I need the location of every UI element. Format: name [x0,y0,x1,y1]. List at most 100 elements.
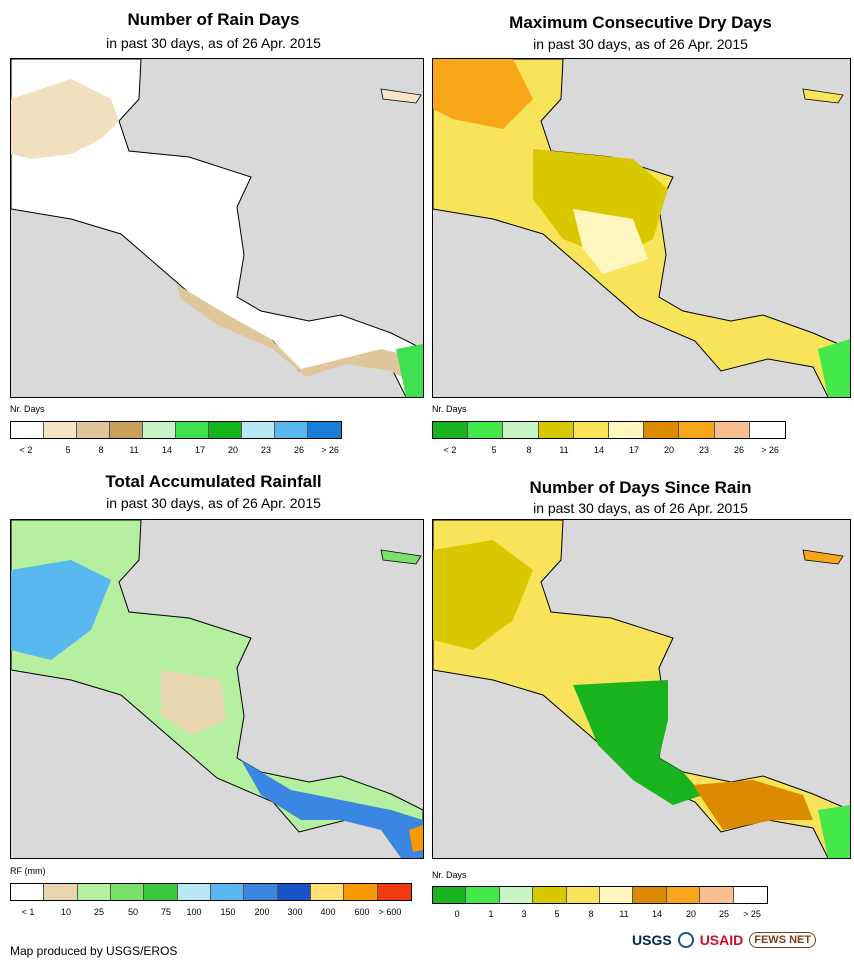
green-patch [818,805,850,858]
legend-tick-label: 100 [186,907,202,917]
legend-tick-label: 14 [593,445,605,455]
legend-tick-label: 11 [129,445,139,455]
legend-title: Nr. Days [10,404,45,414]
orange-patch [409,825,423,852]
legend-tick-label: 5 [65,445,71,455]
legend-swatch [110,422,143,438]
legend-swatch [503,422,539,438]
legend-swatch [433,422,469,438]
island [802,88,844,104]
landmass-blue-south [241,760,423,858]
legend-title: Nr. Days [432,404,467,414]
panel-subtitle: in past 30 days, as of 26 Apr. 2015 [533,500,748,516]
legend-swatch [242,422,275,438]
legend-tick-label: 5 [491,445,497,455]
legend-ticks: 0 1 3 5 8 11 14 20 25 > 25 [432,909,766,921]
legend-tick-label: < 2 [443,445,457,455]
legend-ticks: < 2 5 8 11 14 17 20 23 26 > 26 [10,445,340,457]
legend-swatch [344,884,378,900]
legend-swatch [633,887,667,903]
green-patch [818,339,850,397]
panel-subtitle: in past 30 days, as of 26 Apr. 2015 [106,495,321,511]
legend-tick-label: 23 [698,445,710,455]
island [380,88,422,104]
legend-tick-label: 26 [293,445,305,455]
legend-tick-label: 50 [127,907,139,917]
legend-tick-label: 0 [454,909,460,919]
legend-title: Nr. Days [432,870,467,880]
landmass-olive [433,540,533,650]
legend-swatch [566,887,600,903]
legend-title: RF (mm) [10,866,46,876]
legend-tick-label: 8 [98,445,104,455]
legend-swatch [608,422,645,438]
legend-tick-label: 20 [685,909,697,919]
panel-subtitle: in past 30 days, as of 26 Apr. 2015 [533,36,748,52]
legend-swatch [679,422,715,438]
legend-swatch [433,887,467,903]
legend-tick-label: 1 [488,909,494,919]
map-rainfall [10,519,424,859]
landmass-blue [11,560,111,660]
map-rain-days [10,58,424,398]
legend-tick-label: 8 [526,445,532,455]
legend-tick-label: 5 [554,909,560,919]
legend-swatch [209,422,242,438]
usaid-logo: USAID [699,932,744,948]
legend-swatch [11,422,44,438]
map-dry-days [432,58,851,398]
legend-swatch [666,887,701,903]
legend-tick-label: 150 [220,907,236,917]
landmass-green [573,680,703,805]
legend-swatch [176,422,209,438]
legend-swatch [77,884,111,900]
legend-swatch [277,884,311,900]
fews-net-logo: FEWS NET [749,932,817,948]
map-dry-days-svg [433,59,850,397]
island [380,549,422,565]
legend-tick-label: 600 [354,907,370,917]
legend-tick-label: > 26 [321,445,339,455]
legend-swatch [700,887,734,903]
panel-since-rain: Number of Days Since Rain in past 30 day… [427,462,854,947]
legend-dry-days [432,421,786,439]
legend-tick-label: 25 [93,907,105,917]
legend-swatch [499,887,534,903]
landmass-tan-south [176,284,423,389]
usaid-seal-icon [677,932,694,948]
panel-rainfall: Total Accumulated Rainfall in past 30 da… [0,462,427,947]
landmass-orange [433,59,533,129]
map-rain-days-svg [11,59,423,397]
panel-title: Maximum Consecutive Dry Days [509,13,772,32]
legend-swatch [644,422,680,438]
legend-swatch [308,422,341,438]
landmass-tan [161,670,226,735]
legend-ticks: < 2 5 8 11 14 17 20 23 26 > 26 [432,445,784,457]
legend-swatch [144,884,178,900]
legend-rainfall [10,883,412,901]
legend-tick-label: 8 [588,909,594,919]
legend-tick-label: 17 [194,445,206,455]
panel-title: Total Accumulated Rainfall [105,472,322,491]
legend-swatch [44,422,77,438]
map-rainfall-svg [11,520,423,858]
legend-tick-label: > 600 [378,907,402,917]
legend-swatch [468,422,504,438]
legend-tick-label: 3 [521,909,527,919]
panel-subtitle: in past 30 days, as of 26 Apr. 2015 [106,35,321,51]
legend-swatch [466,887,500,903]
panel-dry-days: Maximum Consecutive Dry Days in past 30 … [427,0,854,485]
legend-tick-label: 20 [227,445,239,455]
legend-swatch [110,884,145,900]
legend-tick-label: < 1 [21,907,35,917]
panel-title: Number of Rain Days [127,10,300,29]
legend-swatch [599,887,634,903]
logo-bar: USGS USAID FEWS NET [632,932,817,948]
legend-swatch [714,422,750,438]
legend-rain-days [10,421,342,439]
legend-tick-label: 20 [663,445,675,455]
island [802,549,844,565]
legend-swatch [177,884,211,900]
landmass-tan [11,79,119,159]
legend-swatch [573,422,609,438]
